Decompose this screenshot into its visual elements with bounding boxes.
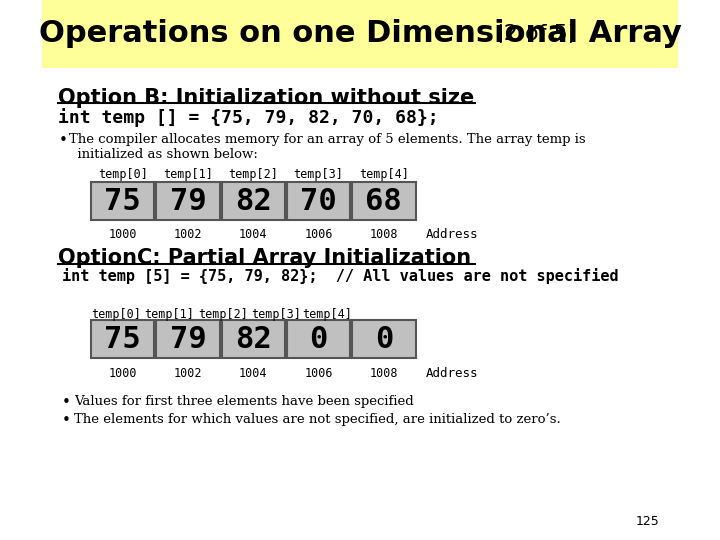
Text: 1004: 1004 [239, 367, 268, 380]
Text: Address: Address [426, 228, 479, 241]
Text: (2 of 5): (2 of 5) [487, 24, 576, 44]
FancyBboxPatch shape [91, 182, 155, 220]
Text: temp[4]: temp[4] [359, 168, 409, 181]
Text: temp[2]: temp[2] [228, 168, 278, 181]
FancyBboxPatch shape [91, 320, 155, 358]
Text: Option B: Initialization without size: Option B: Initialization without size [58, 88, 474, 108]
Text: temp[3]: temp[3] [294, 168, 343, 181]
Text: The compiler allocates memory for an array of 5 elements. The array temp is
  in: The compiler allocates memory for an arr… [69, 133, 585, 161]
Text: 68: 68 [366, 186, 402, 215]
FancyBboxPatch shape [222, 182, 285, 220]
FancyBboxPatch shape [352, 320, 415, 358]
Text: temp[0]: temp[0] [98, 168, 148, 181]
Text: 1002: 1002 [174, 228, 202, 241]
Text: 1006: 1006 [305, 367, 333, 380]
Text: 1000: 1000 [109, 367, 137, 380]
Text: 75: 75 [104, 186, 141, 215]
Text: OptionC: Partial Array Initialization: OptionC: Partial Array Initialization [58, 248, 472, 268]
Text: Values for first three elements have been specified: Values for first three elements have bee… [74, 395, 414, 408]
Text: 1008: 1008 [369, 228, 398, 241]
Text: int temp [] = {75, 79, 82, 70, 68};: int temp [] = {75, 79, 82, 70, 68}; [58, 108, 439, 127]
Text: 70: 70 [300, 186, 337, 215]
Text: 79: 79 [170, 186, 207, 215]
FancyBboxPatch shape [352, 182, 415, 220]
Text: Address: Address [426, 367, 479, 380]
FancyBboxPatch shape [156, 182, 220, 220]
Text: temp[1]: temp[1] [144, 308, 194, 321]
Text: 82: 82 [235, 325, 271, 354]
Text: temp[4]: temp[4] [302, 308, 353, 321]
Text: Operations on one Dimensional Array: Operations on one Dimensional Array [39, 19, 681, 49]
Text: The elements for which values are not specified, are initialized to zero’s.: The elements for which values are not sp… [74, 413, 561, 426]
FancyBboxPatch shape [287, 182, 351, 220]
Text: int temp [5] = {75, 79, 82};  // All values are not specified: int temp [5] = {75, 79, 82}; // All valu… [62, 268, 618, 284]
Text: •: • [62, 395, 71, 410]
Text: temp[0]: temp[0] [91, 308, 141, 321]
Text: 0: 0 [310, 325, 328, 354]
Text: 1004: 1004 [239, 228, 268, 241]
Text: 1008: 1008 [369, 367, 398, 380]
Text: 125: 125 [636, 515, 660, 528]
Text: 75: 75 [104, 325, 141, 354]
FancyBboxPatch shape [42, 0, 678, 68]
Text: •: • [58, 133, 67, 148]
Text: temp[1]: temp[1] [163, 168, 213, 181]
Text: temp[2]: temp[2] [199, 308, 248, 321]
Text: •: • [62, 413, 71, 428]
FancyBboxPatch shape [287, 320, 351, 358]
Text: temp[3]: temp[3] [251, 308, 302, 321]
FancyBboxPatch shape [222, 320, 285, 358]
Text: 1000: 1000 [109, 228, 137, 241]
Text: 1002: 1002 [174, 367, 202, 380]
Text: 79: 79 [170, 325, 207, 354]
Text: 0: 0 [374, 325, 393, 354]
Text: 82: 82 [235, 186, 271, 215]
FancyBboxPatch shape [156, 320, 220, 358]
Text: 1006: 1006 [305, 228, 333, 241]
